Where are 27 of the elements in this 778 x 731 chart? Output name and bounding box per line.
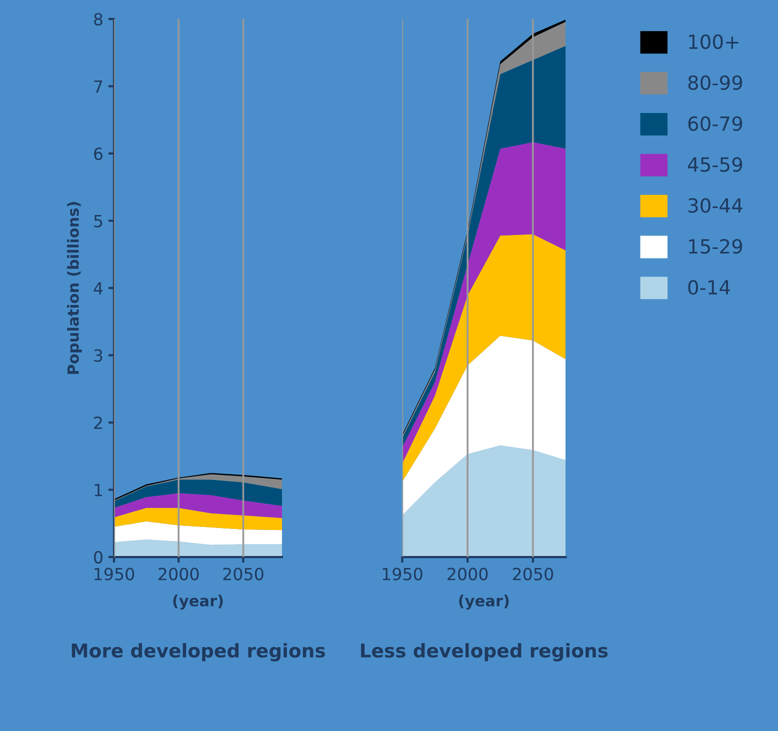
y-tick-label: 1	[94, 484, 102, 496]
x-tick-label: 2000	[158, 568, 199, 580]
y-tick-label: 6	[94, 147, 103, 160]
y-tick-label: 8	[94, 12, 102, 26]
legend-label: 60-79	[688, 116, 742, 131]
x-tick-label: 1950	[382, 568, 422, 580]
y-tick-label: 0	[94, 550, 102, 564]
legend-label: 80-99	[688, 75, 742, 90]
text: More developed regions	[72, 643, 325, 662]
legend-label: 100+	[689, 34, 738, 50]
y-tick-label: 7	[94, 80, 102, 93]
x-axis-title: (year)	[173, 594, 223, 610]
x-tick-label: 2050	[223, 568, 264, 580]
y-tick-label: 5	[94, 214, 102, 228]
x-tick-label: 2000	[448, 568, 488, 580]
x-tick-label: 2050	[512, 568, 554, 580]
text: Less developed regions	[361, 643, 608, 662]
y-tick-label: 4	[94, 282, 103, 294]
legend-label: 45-59	[688, 157, 742, 172]
y-axis-title: Population (billions)	[67, 202, 82, 374]
legend-label: 30-44	[688, 198, 742, 213]
x-tick-label: 1950	[94, 568, 134, 580]
y-tick-label: 2	[94, 416, 102, 429]
y-tick-label: 3	[94, 349, 102, 362]
legend-label: 15-29	[689, 239, 742, 254]
legend-label: 0-14	[688, 280, 730, 295]
x-axis-title: (year)	[459, 594, 509, 610]
